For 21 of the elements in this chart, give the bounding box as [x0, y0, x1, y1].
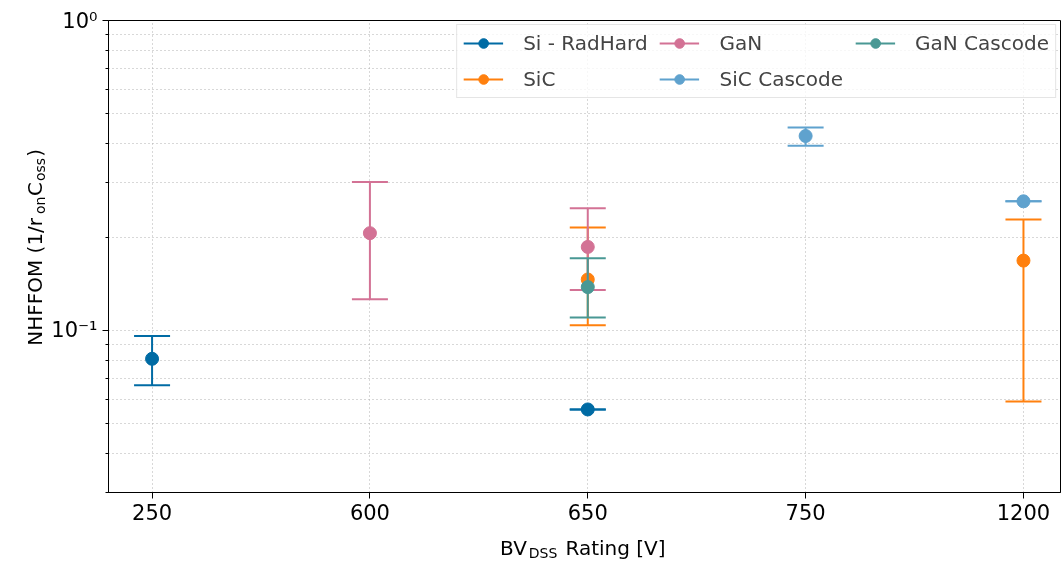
y-tick-label: 10⁻¹ — [51, 318, 98, 343]
y-axis-title: NHFFOM (1/ronCoss) — [22, 149, 48, 346]
legend-label: SiC — [523, 67, 556, 91]
point — [362, 226, 377, 241]
x-tick-label: 650 — [567, 500, 608, 525]
point — [1016, 194, 1031, 209]
point — [580, 402, 595, 417]
legend-label: GaN — [719, 31, 763, 55]
point — [1016, 253, 1031, 268]
legend-label: SiC Cascode — [719, 67, 844, 91]
point — [580, 239, 595, 254]
legend-label: GaN Cascode — [915, 31, 1049, 55]
x-tick-label: 250 — [132, 500, 173, 525]
point — [145, 351, 160, 366]
x-tick-label: 600 — [349, 500, 390, 525]
y-tick-label: 10⁰ — [62, 8, 98, 33]
point — [580, 280, 595, 295]
point — [798, 129, 813, 143]
x-tick-label: 750 — [785, 500, 826, 525]
x-tick-label: 1200 — [996, 500, 1051, 525]
legend-label: Si - RadHard — [523, 31, 648, 55]
